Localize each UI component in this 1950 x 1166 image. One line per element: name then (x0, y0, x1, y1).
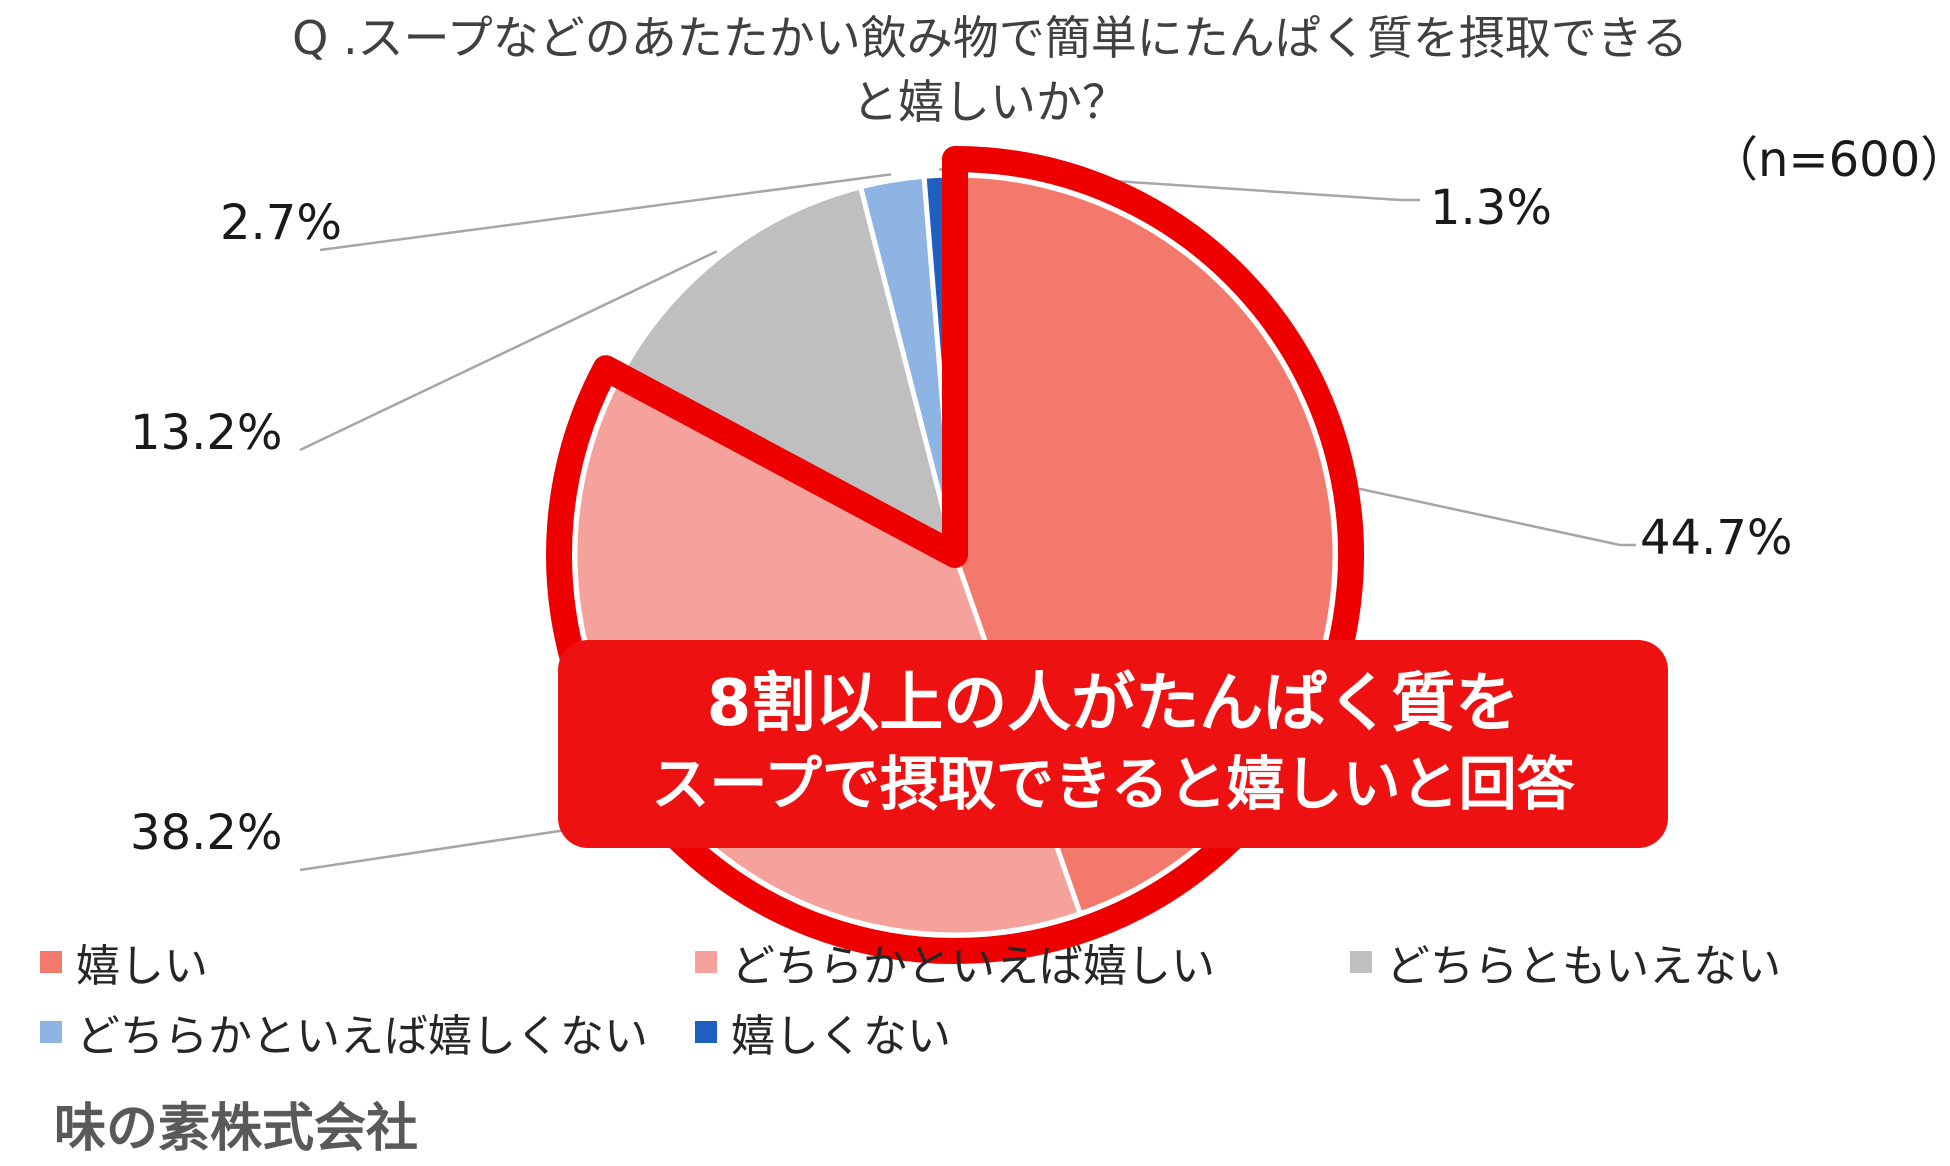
legend-label: どちらかといえば嬉しくない (76, 1011, 648, 1062)
chart-title-line-2: と嬉しいか？ (852, 75, 1128, 129)
callout-box: 8割以上の人がたんぱく質を スープで摂取できると嬉しいと回答 (558, 640, 1668, 848)
leader-line-yes (1353, 486, 1636, 547)
chart-title: Q .スープなどのあたたかい飲み物で簡単にたんぱく質を摂取できる と嬉しいか？ (180, 6, 1800, 134)
pie-slice-neutral (616, 183, 959, 560)
data-label-no: 1.3% (1430, 180, 1552, 236)
chart-title-line-1: Q .スープなどのあたたかい飲み物で簡単にたんぱく質を摂取できる (292, 11, 1688, 65)
legend-swatch (1350, 951, 1372, 973)
legend-label: 嬉しい (76, 941, 208, 992)
legend-swatch (695, 1021, 717, 1043)
legend-swatch (40, 951, 62, 973)
legend-item-neutral: どちらともいえない (1350, 930, 1781, 994)
data-label-neutral: 13.2% (130, 405, 283, 461)
legend-item-no: 嬉しくない (695, 1000, 951, 1064)
legend-label: どちらかといえば嬉しい (731, 941, 1215, 992)
legend-label: どちらともいえない (1386, 941, 1782, 992)
legend-label: 嬉しくない (731, 1011, 951, 1062)
legend-swatch (40, 1021, 62, 1043)
source-credit: 味の素株式会社 (54, 1099, 419, 1159)
legend-item-somewhat-no: どちらかといえば嬉しくない (40, 1000, 648, 1064)
data-label-somewhat-yes: 38.2% (130, 805, 283, 861)
data-label-yes: 44.7% (1640, 510, 1793, 566)
leader-line-neutral (299, 250, 718, 452)
data-label-somewhat-no: 2.7% (220, 195, 342, 251)
callout-line-2: スープで摂取できると嬉しいと回答 (651, 750, 1575, 818)
legend-item-yes: 嬉しい (40, 930, 208, 994)
sample-size: （n=600） (1710, 132, 1950, 188)
callout-line-1: 8割以上の人がたんぱく質を (706, 667, 1520, 741)
legend-swatch (695, 951, 717, 973)
leader-line-somewhat-no (319, 173, 892, 252)
legend-item-somewhat-yes: どちらかといえば嬉しい (695, 930, 1215, 994)
